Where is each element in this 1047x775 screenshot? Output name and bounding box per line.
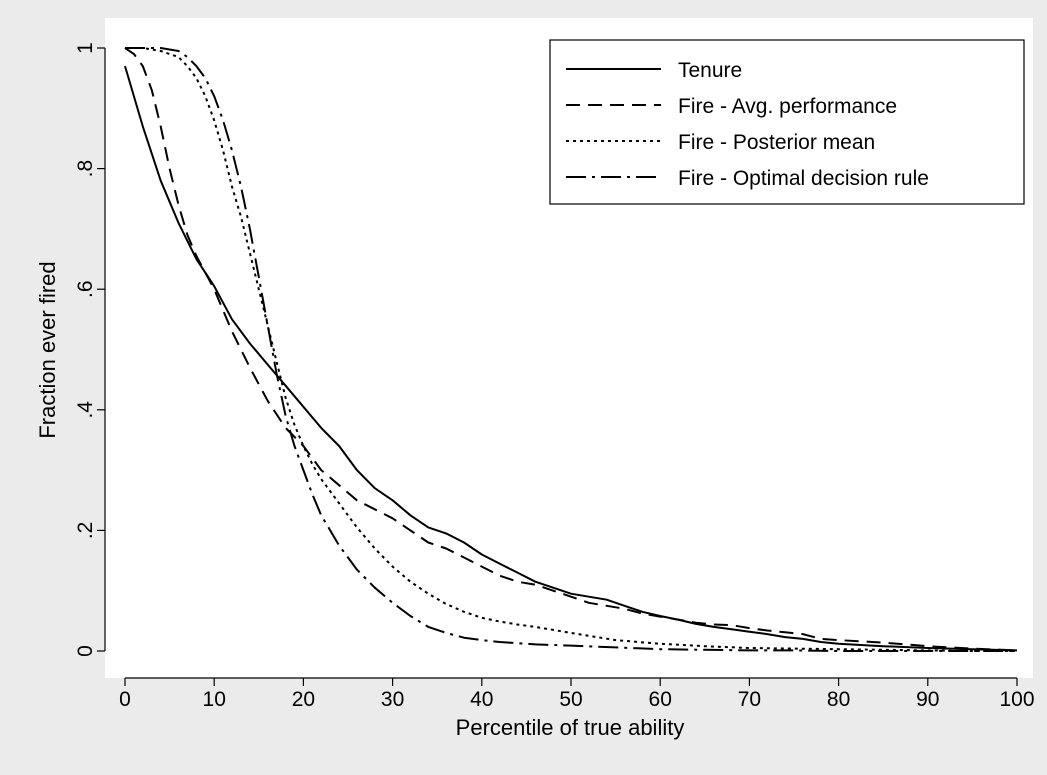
series-layer	[124, 47, 1018, 652]
legend-label: Fire - Posterior mean	[678, 131, 875, 154]
y-tick-label: .6	[74, 280, 97, 298]
series-line-1	[124, 65, 1018, 652]
x-tick-label: 90	[916, 688, 939, 711]
x-tick-label: 60	[649, 688, 672, 711]
legend-label: Tenure	[678, 59, 742, 82]
series-line-2	[124, 47, 1018, 652]
y-axis: 0 .2 .4 .6 .8 1	[74, 42, 106, 657]
x-tick-label: 70	[738, 688, 761, 711]
x-tick-label: 40	[470, 688, 493, 711]
legend: Tenure Fire - Avg. performance Fire - Post…	[549, 39, 1025, 205]
x-axis-label: Percentile of true ability	[456, 715, 685, 740]
series-line-3	[125, 47, 1017, 652]
x-tick-label: 80	[827, 688, 850, 711]
x-tick-label: 10	[203, 688, 226, 711]
series-line-4	[125, 47, 1017, 652]
y-tick-label: .2	[74, 522, 97, 540]
x-tick-label: 100	[999, 688, 1034, 711]
y-tick-label: 0	[74, 645, 97, 657]
y-axis-label: Fraction ever fired	[35, 261, 60, 438]
y-tick-label: .4	[74, 401, 97, 419]
x-tick-label: 50	[559, 688, 582, 711]
legend-label: Fire - Avg. performance	[678, 95, 897, 118]
x-tick-label: 30	[381, 688, 404, 711]
legend-label: Fire - Optimal decision rule	[678, 167, 929, 190]
x-axis: 0 10 20 30 40 50 60 70 80 90 100	[119, 677, 1035, 711]
x-tick-label: 0	[119, 688, 131, 711]
y-tick-label: 1	[74, 42, 97, 54]
x-tick-label: 20	[292, 688, 315, 711]
y-tick-label: .8	[74, 160, 97, 178]
